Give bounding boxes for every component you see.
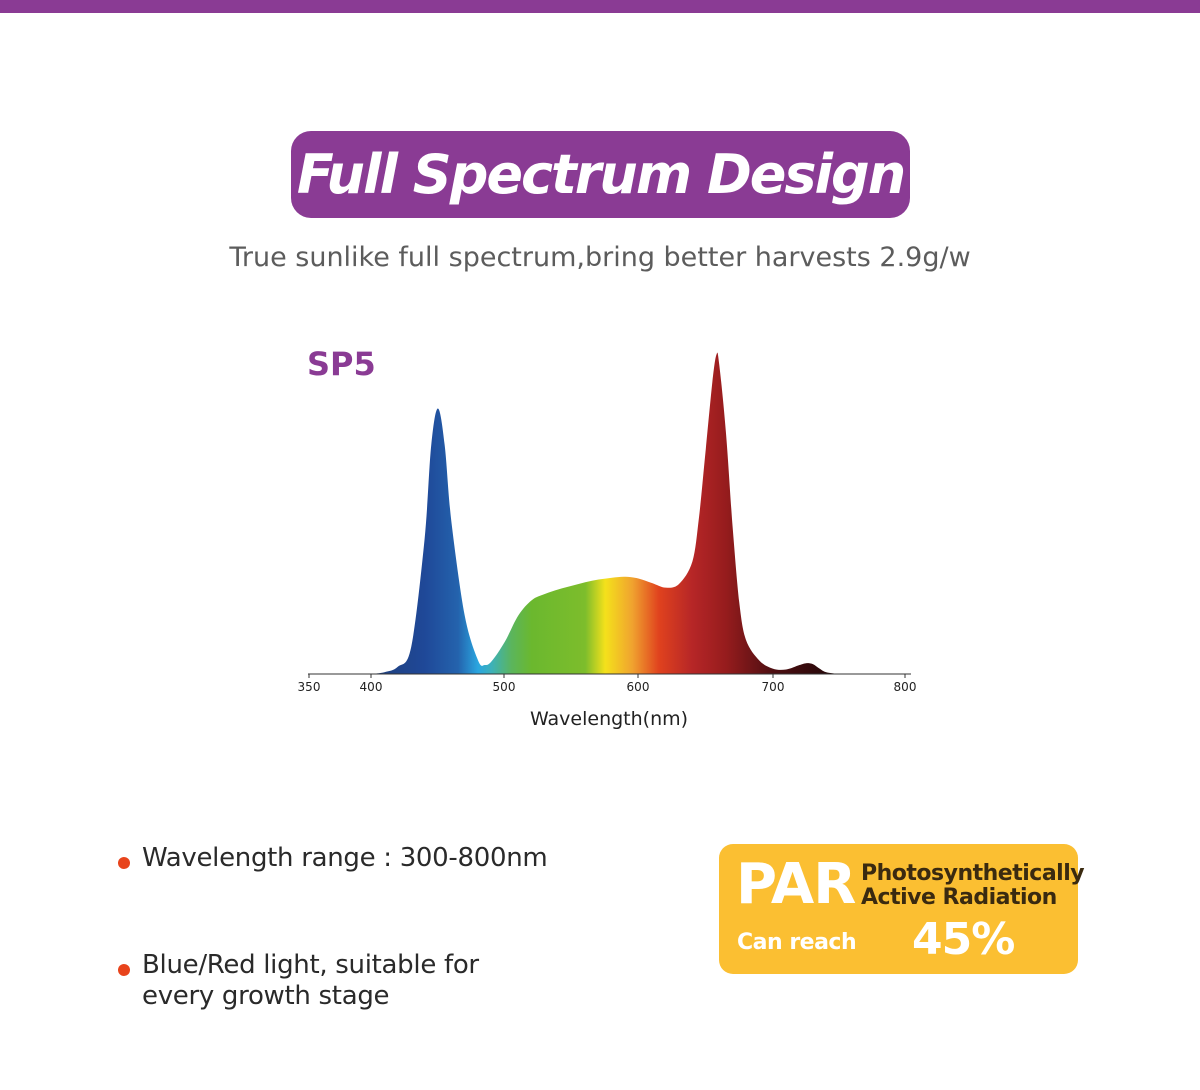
- model-label: SP5: [307, 345, 376, 383]
- spectrum-area: [371, 352, 840, 674]
- top-accent-bar: [0, 0, 1200, 13]
- bullet-dot-icon: [118, 964, 130, 976]
- x-tick-label: 400: [360, 680, 383, 694]
- x-axis-label: Wavelength(nm): [530, 708, 688, 730]
- feature-bullet-wavelength: Wavelength range : 300-800nm: [118, 843, 548, 874]
- par-description-line-1: Photosynthetically: [861, 861, 1085, 886]
- par-value: 45%: [912, 914, 1015, 965]
- page-subtitle: True sunlike full spectrum,bring better …: [229, 242, 971, 273]
- page-title: Full Spectrum Design: [296, 143, 906, 206]
- title-badge: Full Spectrum Design: [291, 131, 910, 218]
- x-tick-label: 350: [298, 680, 321, 694]
- spectrum-chart: 350 400 500 600 700 800 Wavelength(nm): [298, 352, 917, 730]
- x-tick-label: 600: [627, 680, 650, 694]
- x-axis-ticks: 350 400 500 600 700 800: [298, 674, 917, 694]
- par-title: PAR: [736, 852, 856, 917]
- x-tick-label: 700: [762, 680, 785, 694]
- par-description: Photosynthetically Active Radiation: [861, 861, 1085, 910]
- par-reach-label: Can reach: [737, 930, 857, 955]
- x-tick-label: 800: [894, 680, 917, 694]
- feature-bullet-growth: Blue/Red light, suitable for every growt…: [118, 950, 542, 1012]
- par-card: PAR Photosynthetically Active Radiation …: [719, 844, 1085, 974]
- x-tick-label: 500: [493, 680, 516, 694]
- par-description-line-2: Active Radiation: [861, 885, 1057, 910]
- feature-text: Blue/Red light, suitable for every growt…: [142, 950, 479, 1011]
- bullet-dot-icon: [118, 857, 130, 869]
- feature-text: Wavelength range : 300-800nm: [142, 843, 548, 873]
